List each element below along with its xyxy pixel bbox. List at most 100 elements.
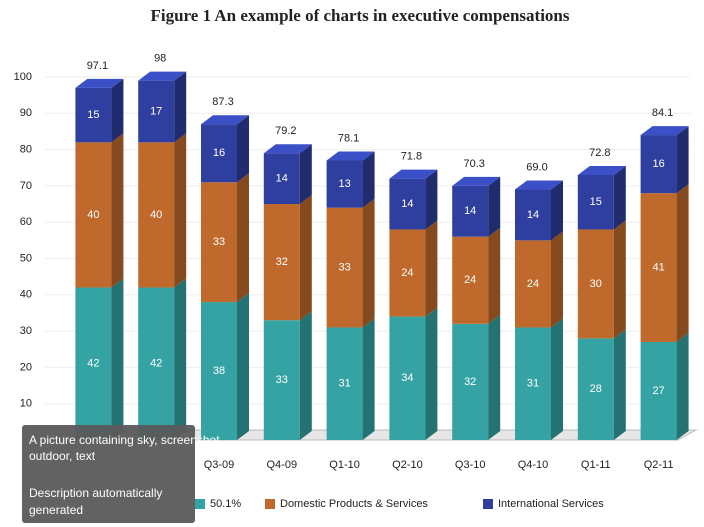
bar-segment <box>577 175 614 230</box>
segment-label: 16 <box>213 147 225 159</box>
segment-label: 42 <box>87 358 99 370</box>
bar-side <box>174 278 187 440</box>
y-tick-label: 70 <box>20 180 32 192</box>
segment-label: 14 <box>401 198 413 210</box>
overlay-line: outdoor, text <box>29 449 96 463</box>
alt-text-overlay <box>22 425 195 523</box>
bar-side <box>174 133 187 288</box>
bar-top <box>75 78 124 88</box>
segment-label: 42 <box>150 358 162 370</box>
x-tick-label: Q1-10 <box>329 459 360 471</box>
x-tick-label: Q4-09 <box>267 459 298 471</box>
bar-segment <box>326 160 363 208</box>
total-label: 70.3 <box>463 158 484 170</box>
segment-label: 30 <box>590 278 602 290</box>
bar-segment <box>326 207 363 328</box>
bar-segment <box>515 327 551 440</box>
total-label: 79.2 <box>275 125 296 137</box>
legend-label: International Services <box>498 498 604 510</box>
y-tick-label: 20 <box>20 361 32 373</box>
y-tick-label: 90 <box>20 107 32 119</box>
y-tick-label: 40 <box>20 289 32 301</box>
bar-segment <box>640 341 677 440</box>
bar-segment <box>138 287 175 440</box>
segment-label: 33 <box>338 261 350 273</box>
total-label: 69.0 <box>526 161 547 173</box>
segment-label: 32 <box>276 256 288 268</box>
bar-top <box>263 144 312 154</box>
bar-side <box>299 195 312 321</box>
overlay-caption: A picture containing sky, screenshot, out… <box>29 433 223 463</box>
segment-label: 32 <box>464 376 476 388</box>
segment-label: 14 <box>276 173 288 185</box>
legend-swatch <box>265 499 275 509</box>
total-label: 71.8 <box>401 151 422 163</box>
bar-segment <box>201 124 237 183</box>
legend-swatch <box>195 499 205 509</box>
x-tick-label: Q3-10 <box>455 459 486 471</box>
y-tick-label: 80 <box>20 144 32 156</box>
bar-segment <box>452 323 489 440</box>
segment-label: 16 <box>652 158 664 170</box>
bar-side <box>362 151 375 208</box>
bar-side <box>551 231 563 328</box>
total-label: 78.1 <box>338 132 359 144</box>
bar-top <box>515 180 563 190</box>
x-tick-label: Q2-10 <box>392 459 423 471</box>
y-tick-label: 100 <box>14 71 32 83</box>
bar-segment <box>201 182 237 303</box>
bar-segment <box>75 287 112 440</box>
bar-side <box>613 329 626 440</box>
bar-segment <box>515 240 551 328</box>
bar-side <box>362 198 375 328</box>
segment-label: 14 <box>527 209 539 221</box>
segment-label: 24 <box>464 274 476 286</box>
total-label: 98 <box>154 53 166 65</box>
bar-segment <box>515 189 551 241</box>
segment-label: 41 <box>652 261 664 273</box>
bar-top <box>138 71 187 81</box>
x-tick-label: Q4-10 <box>518 459 549 471</box>
bar-side <box>237 173 249 303</box>
bar-side <box>613 220 626 339</box>
bar-segment <box>263 204 300 321</box>
segment-label: 40 <box>150 209 162 221</box>
bar-side <box>362 318 375 440</box>
overlay-line: A picture containing sky, screenshot, <box>29 433 223 447</box>
total-label: 72.8 <box>589 147 610 159</box>
bar-segment <box>138 80 175 143</box>
segment-label: 24 <box>527 278 539 290</box>
bar-side <box>425 169 438 230</box>
bar-segment <box>577 338 614 440</box>
total-label: 97.1 <box>87 60 108 72</box>
total-label: 87.3 <box>212 96 233 108</box>
bar-segment <box>389 229 426 317</box>
bar-side <box>111 78 124 143</box>
bar-side <box>237 293 249 440</box>
bar-top <box>640 126 689 136</box>
overlay-line: generated <box>29 503 83 517</box>
bar-segment <box>263 320 300 440</box>
segment-label: 13 <box>338 178 350 190</box>
segment-label: 33 <box>213 236 225 248</box>
x-tick-label: Q1-11 <box>581 459 611 471</box>
segment-label: 27 <box>652 385 664 397</box>
bar-segment <box>640 135 677 194</box>
total-label: 84.1 <box>652 107 673 119</box>
segment-label: 31 <box>338 378 350 390</box>
y-tick-label: 50 <box>20 252 32 264</box>
bar-segment <box>389 316 426 440</box>
segment-label: 15 <box>87 109 99 121</box>
bar-side <box>111 278 124 440</box>
bar-side <box>676 126 689 194</box>
segment-label: 17 <box>150 105 162 117</box>
bar-top <box>326 151 375 161</box>
bar-segment <box>640 193 677 342</box>
legend-label: 50.1% <box>210 498 241 510</box>
segment-label: 31 <box>527 378 539 390</box>
bar-segment <box>452 185 489 237</box>
bar-segment <box>389 178 426 230</box>
bar-top <box>201 115 249 125</box>
bar-side <box>488 176 501 237</box>
